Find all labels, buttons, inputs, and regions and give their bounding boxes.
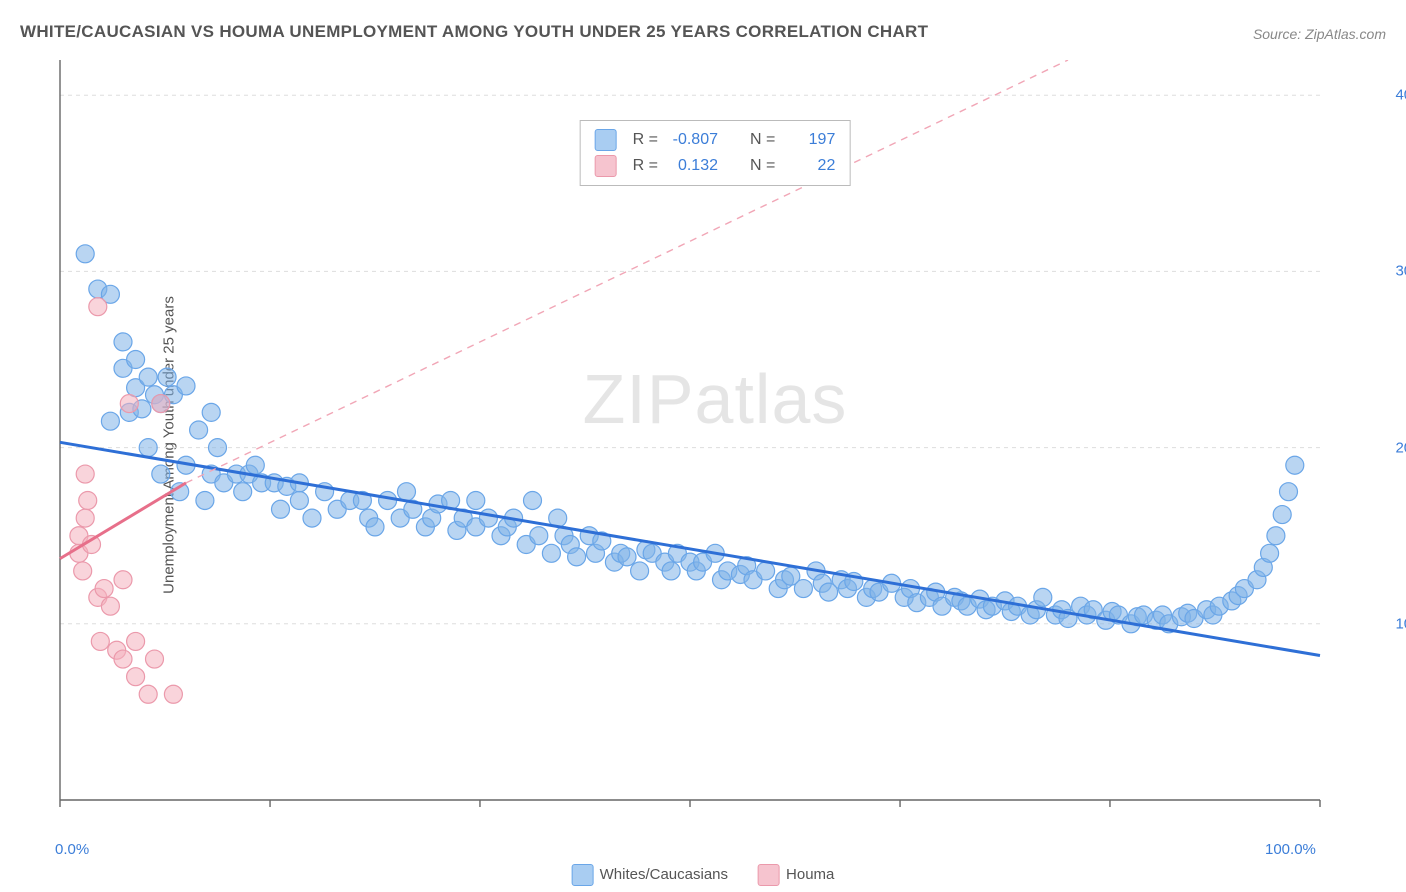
correlation-legend-row: R = -0.807 N = 197 bbox=[595, 127, 836, 153]
data-point-whites_caucasians bbox=[568, 548, 586, 566]
y-tick-label: 40.0% bbox=[1395, 87, 1406, 104]
data-point-whites_caucasians bbox=[202, 403, 220, 421]
data-point-whites_caucasians bbox=[631, 562, 649, 580]
n-label: N = bbox=[750, 157, 775, 175]
data-point-whites_caucasians bbox=[139, 368, 157, 386]
legend-item: Whites/Caucasians bbox=[572, 864, 728, 886]
data-point-whites_caucasians bbox=[290, 491, 308, 509]
data-point-whites_caucasians bbox=[1280, 483, 1298, 501]
data-point-whites_caucasians bbox=[303, 509, 321, 527]
data-point-whites_caucasians bbox=[190, 421, 208, 439]
data-point-whites_caucasians bbox=[794, 580, 812, 598]
data-point-houma bbox=[139, 685, 157, 703]
legend-swatch bbox=[758, 864, 780, 886]
trend-line-whites_caucasians bbox=[60, 442, 1320, 655]
correlation-legend-row: R = 0.132 N = 22 bbox=[595, 153, 836, 179]
data-point-whites_caucasians bbox=[246, 456, 264, 474]
data-point-whites_caucasians bbox=[139, 439, 157, 457]
data-point-houma bbox=[152, 395, 170, 413]
data-point-whites_caucasians bbox=[1261, 544, 1279, 562]
data-point-whites_caucasians bbox=[366, 518, 384, 536]
data-point-houma bbox=[164, 685, 182, 703]
chart-area: Unemployment Among Youth under 25 years … bbox=[50, 60, 1380, 830]
y-tick-label: 30.0% bbox=[1395, 263, 1406, 280]
data-point-whites_caucasians bbox=[101, 412, 119, 430]
source-credit: Source: ZipAtlas.com bbox=[1253, 26, 1386, 42]
data-point-whites_caucasians bbox=[479, 509, 497, 527]
data-point-whites_caucasians bbox=[158, 368, 176, 386]
data-point-whites_caucasians bbox=[398, 483, 416, 501]
data-point-houma bbox=[114, 571, 132, 589]
data-point-whites_caucasians bbox=[76, 245, 94, 263]
r-value: -0.807 bbox=[668, 131, 718, 149]
data-point-whites_caucasians bbox=[196, 491, 214, 509]
data-point-houma bbox=[89, 298, 107, 316]
data-point-houma bbox=[74, 562, 92, 580]
data-point-whites_caucasians bbox=[209, 439, 227, 457]
data-point-houma bbox=[146, 650, 164, 668]
data-point-whites_caucasians bbox=[152, 465, 170, 483]
legend-swatch bbox=[595, 155, 617, 177]
n-value: 22 bbox=[785, 157, 835, 175]
correlation-legend: R = -0.807 N = 197 R = 0.132 N = 22 bbox=[580, 120, 851, 186]
legend-swatch bbox=[572, 864, 594, 886]
data-point-whites_caucasians bbox=[662, 562, 680, 580]
x-tick-label: 100.0% bbox=[1265, 841, 1316, 858]
data-point-houma bbox=[76, 509, 94, 527]
data-point-houma bbox=[127, 632, 145, 650]
legend-item: Houma bbox=[758, 864, 834, 886]
legend-label: Whites/Caucasians bbox=[600, 866, 728, 883]
data-point-whites_caucasians bbox=[1286, 456, 1304, 474]
y-tick-label: 20.0% bbox=[1395, 439, 1406, 456]
data-point-whites_caucasians bbox=[618, 548, 636, 566]
n-value: 197 bbox=[785, 131, 835, 149]
data-point-whites_caucasians bbox=[177, 377, 195, 395]
data-point-whites_caucasians bbox=[1267, 527, 1285, 545]
r-label: R = bbox=[633, 157, 658, 175]
data-point-whites_caucasians bbox=[757, 562, 775, 580]
data-point-whites_caucasians bbox=[379, 491, 397, 509]
data-point-whites_caucasians bbox=[542, 544, 560, 562]
n-label: N = bbox=[750, 131, 775, 149]
data-point-whites_caucasians bbox=[234, 483, 252, 501]
data-point-houma bbox=[76, 465, 94, 483]
legend-label: Houma bbox=[786, 866, 834, 883]
data-point-houma bbox=[114, 650, 132, 668]
data-point-houma bbox=[79, 491, 97, 509]
data-point-whites_caucasians bbox=[114, 333, 132, 351]
data-point-houma bbox=[91, 632, 109, 650]
data-point-houma bbox=[127, 668, 145, 686]
data-point-houma bbox=[101, 597, 119, 615]
chart-title: WHITE/CAUCASIAN VS HOUMA UNEMPLOYMENT AM… bbox=[20, 22, 928, 42]
data-point-whites_caucasians bbox=[467, 491, 485, 509]
data-point-whites_caucasians bbox=[272, 500, 290, 518]
data-point-whites_caucasians bbox=[127, 351, 145, 369]
r-value: 0.132 bbox=[668, 157, 718, 175]
data-point-whites_caucasians bbox=[524, 491, 542, 509]
data-point-whites_caucasians bbox=[530, 527, 548, 545]
data-point-whites_caucasians bbox=[1273, 506, 1291, 524]
y-tick-label: 10.0% bbox=[1395, 615, 1406, 632]
x-tick-label: 0.0% bbox=[55, 841, 89, 858]
data-point-whites_caucasians bbox=[1034, 588, 1052, 606]
r-label: R = bbox=[633, 131, 658, 149]
data-point-houma bbox=[95, 580, 113, 598]
legend-swatch bbox=[595, 129, 617, 151]
series-legend: Whites/Caucasians Houma bbox=[572, 864, 835, 886]
data-point-houma bbox=[120, 395, 138, 413]
